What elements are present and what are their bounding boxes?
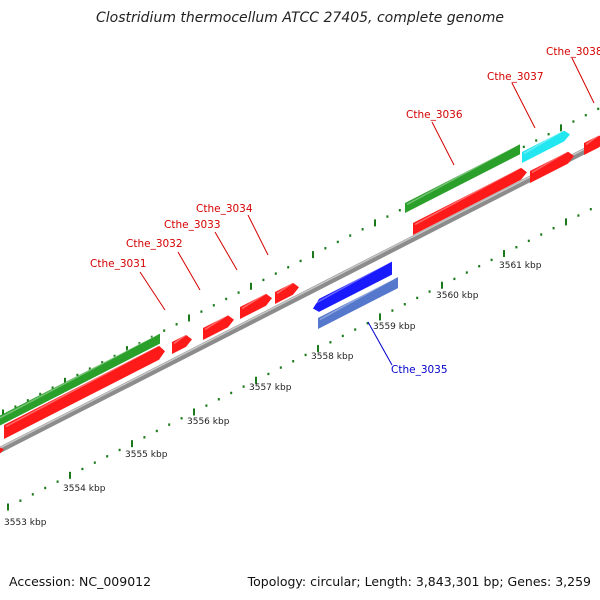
reverse-gene-cthe-3035-shine <box>314 262 389 305</box>
forward-gene-cthe-3036-shine <box>414 165 524 226</box>
gene-label-cthe-3034[interactable]: Cthe_3034 <box>196 203 253 215</box>
forward-gene-cthe-3034-shine <box>276 280 296 295</box>
gene-label-cthe-3033[interactable]: Cthe_3033 <box>164 219 221 231</box>
callout-line-cthe-3038 <box>571 57 595 104</box>
callout-line-cthe-3037 <box>511 82 536 129</box>
gene-label-cthe-3031[interactable]: Cthe_3031 <box>90 258 147 270</box>
scale-label-3553: 3553 kbp <box>4 518 47 528</box>
forward-gene-cthe-3038[interactable] <box>584 135 600 155</box>
gene-label-cthe-3032[interactable]: Cthe_3032 <box>126 238 183 250</box>
reverse-cds-cthe-3035-shine <box>319 277 395 321</box>
forward-gene-cthe-3031[interactable] <box>172 334 192 354</box>
gene-label-cthe-3037[interactable]: Cthe_3037 <box>487 71 544 83</box>
reverse-gene-cthe-3035[interactable] <box>313 261 392 312</box>
cds-block[interactable] <box>405 144 520 213</box>
gene-label-cthe-3038[interactable]: Cthe_3038 <box>546 46 600 58</box>
callout-line-cthe-3035 <box>367 321 393 366</box>
forward-gene-cthe-3032-shine <box>204 313 231 331</box>
callout-line-cthe-3034 <box>247 214 269 256</box>
scale-label-3560: 3560 kbp <box>436 291 479 301</box>
forward-gene-cthe-3031-shine <box>173 332 189 345</box>
label-layer: Cthe_3031 Cthe_3032 Cthe_3033 Cthe_3034 … <box>4 46 600 528</box>
cds-block-shine <box>0 334 157 419</box>
highlight-gene-cthe-3037-shine <box>523 128 567 155</box>
genome-summary-text: Topology: circular; Length: 3,843,301 bp… <box>247 574 591 589</box>
gene-label-cthe-3036[interactable]: Cthe_3036 <box>406 109 463 121</box>
highlight-gene-cthe-3037[interactable] <box>522 130 570 163</box>
map-title: Clostridium thermocellum ATCC 27405, com… <box>96 10 504 26</box>
gene-label-cthe-3035[interactable]: Cthe_3035 <box>391 364 448 376</box>
forward-gene[interactable] <box>0 446 4 457</box>
scale-label-3559: 3559 kbp <box>373 322 416 332</box>
scale-label-3555: 3555 kbp <box>125 450 168 460</box>
forward-gene-cthe-3036[interactable] <box>413 167 527 235</box>
forward-gene-cthe-3033-shine <box>241 291 269 310</box>
scale-label-3554: 3554 kbp <box>63 484 106 494</box>
scale-label-3561: 3561 kbp <box>499 261 542 271</box>
callout-line-cthe-3036 <box>431 121 455 166</box>
callout-line-cthe-3032 <box>177 251 201 291</box>
genome-backbone <box>0 139 600 454</box>
forward-gene-cthe-3030[interactable] <box>4 345 165 439</box>
forward-gene-cthe-3038-shine <box>585 133 600 146</box>
feature-layer <box>0 128 600 457</box>
callout-line-cthe-3033 <box>214 231 238 271</box>
callout-line-cthe-3031 <box>139 271 166 311</box>
forward-gene-cthe-3030-shine <box>5 343 162 428</box>
genome-backbone-highlight <box>0 140 600 449</box>
forward-gene-cthe-3037-shine <box>531 149 571 174</box>
forward-gene-cthe-3032[interactable] <box>203 315 234 340</box>
cds-block-shine <box>406 145 517 206</box>
accession-text: Accession: NC_009012 <box>9 574 152 589</box>
forward-gene-cthe-3034[interactable] <box>275 282 299 304</box>
scale-label-3557: 3557 kbp <box>249 383 292 393</box>
forward-gene-cthe-3037[interactable] <box>530 151 574 183</box>
scale-label-3556: 3556 kbp <box>187 417 230 427</box>
forward-gene-cthe-3033[interactable] <box>240 293 272 319</box>
cds-block[interactable] <box>0 333 160 428</box>
tick-layer <box>2 107 600 511</box>
reverse-cds-cthe-3035[interactable] <box>318 277 398 329</box>
scale-label-3558: 3558 kbp <box>311 352 354 362</box>
